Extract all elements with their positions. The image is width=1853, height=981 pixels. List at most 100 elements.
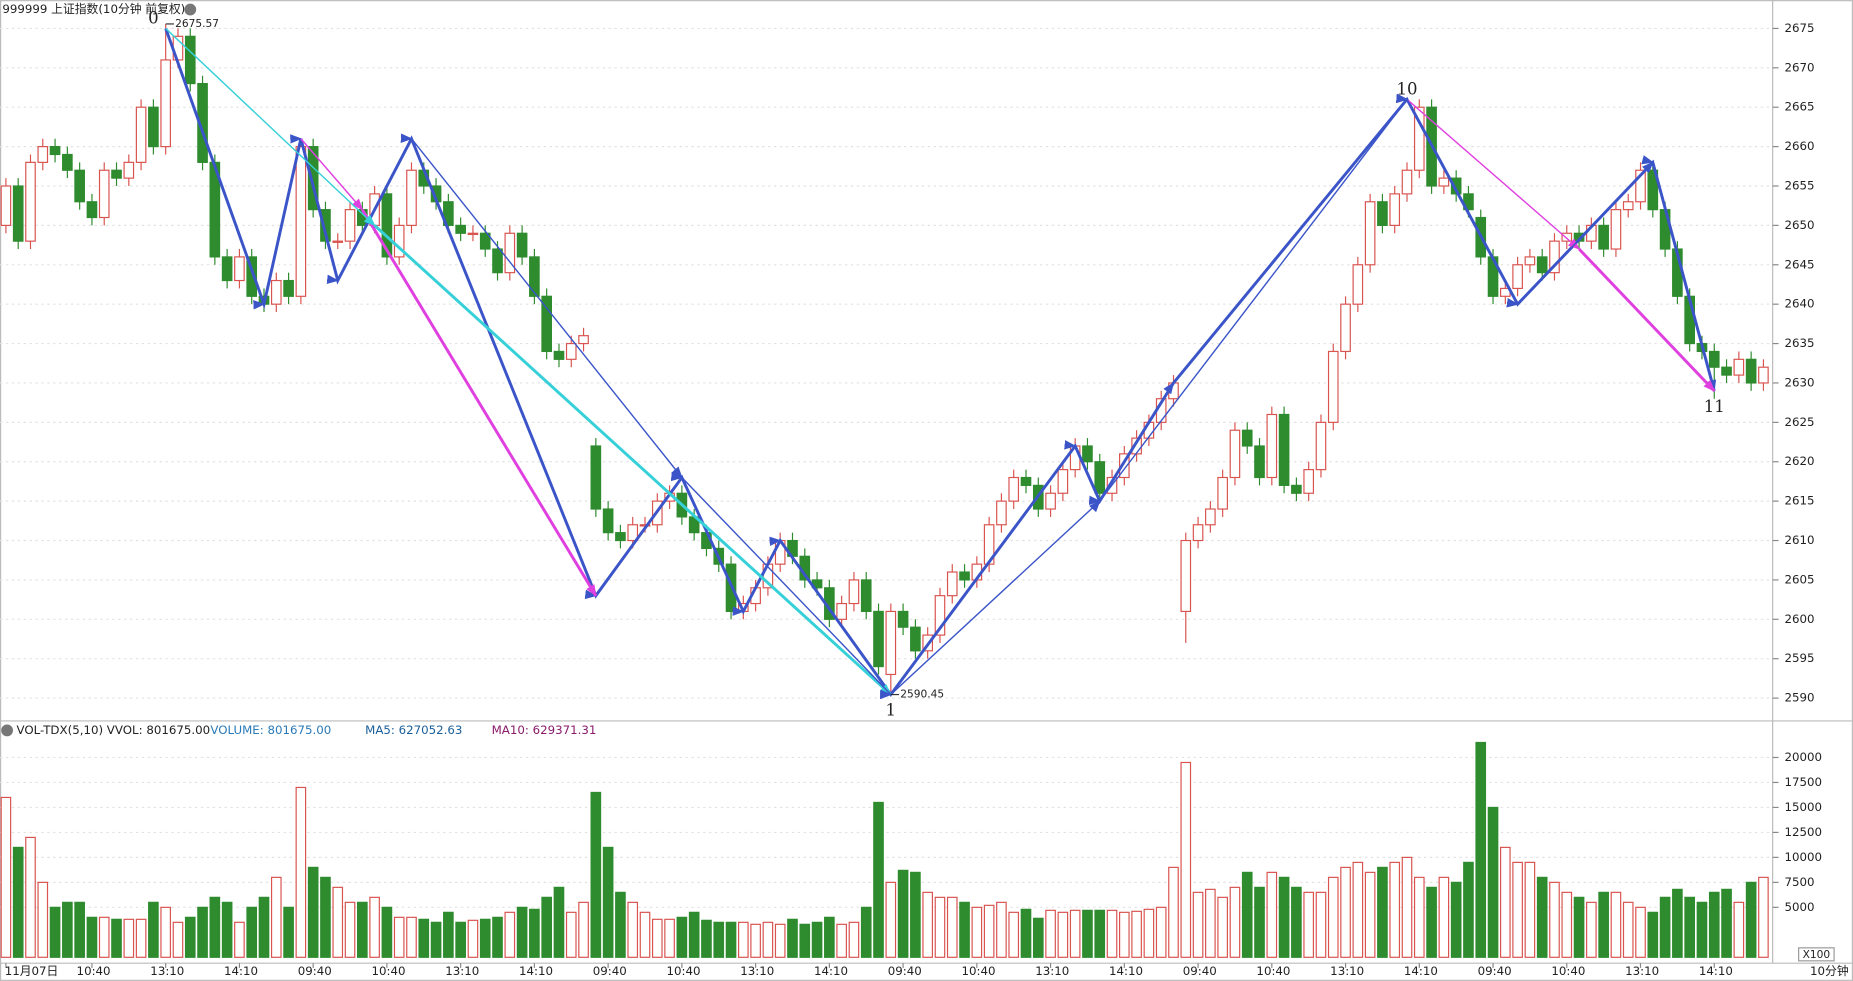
volume-bar <box>983 904 995 958</box>
y-tick-label: 2595 <box>1784 651 1814 665</box>
volume-bar <box>148 901 159 958</box>
volume-bar <box>1364 871 1376 958</box>
candle-body <box>25 161 36 242</box>
zigzag-line <box>410 93 1654 699</box>
volume-bar <box>234 921 245 958</box>
volume-bar <box>1413 876 1425 958</box>
volume-bar <box>1106 909 1118 958</box>
candle-body <box>295 146 307 297</box>
y-tick-label: 2590 <box>1784 691 1814 705</box>
vol-menu[interactable] <box>1 724 13 737</box>
volume-bar <box>111 918 122 958</box>
volume-bar <box>664 918 675 958</box>
candle-body <box>1758 366 1769 384</box>
y-tick-label: 2620 <box>1784 454 1814 468</box>
candle-body <box>344 209 356 242</box>
candle-body <box>1598 224 1609 250</box>
candle-body <box>1229 429 1241 479</box>
title-menu[interactable] <box>184 3 197 16</box>
candle-body <box>74 169 85 203</box>
volume-bar <box>1082 909 1093 958</box>
x-tick-label: 13:10 <box>445 964 479 978</box>
volume-bar <box>123 918 135 958</box>
candle-body <box>1536 256 1548 274</box>
y-tick-label: 2655 <box>1784 178 1814 192</box>
candle-body <box>1524 256 1536 266</box>
volume-bar <box>565 911 577 958</box>
x-tick-label: 09:40 <box>593 964 627 978</box>
volume-bar <box>307 866 319 958</box>
ma5-label: MA5: 627052.63 <box>365 723 462 737</box>
volume-bar <box>1266 871 1278 958</box>
pivot-label: 0 <box>148 8 159 27</box>
candle-body <box>406 169 417 226</box>
x-tick-label: 13:10 <box>1035 964 1069 978</box>
volume-bar <box>1500 846 1511 958</box>
candle-body <box>332 240 344 243</box>
volume-bar <box>98 916 110 958</box>
volume-bar <box>1573 896 1585 958</box>
volume-bar <box>209 896 221 958</box>
candle-body <box>1377 201 1388 226</box>
candle-body <box>283 279 294 297</box>
x-tick-label: 13:10 <box>1330 964 1364 978</box>
candle-body <box>1020 476 1032 486</box>
volume-bar <box>725 921 737 958</box>
volume-bar <box>602 846 614 958</box>
candle-body <box>996 500 1007 526</box>
candle-body <box>98 169 110 219</box>
period-label: 10分钟 <box>1810 964 1849 978</box>
candle-body <box>1266 413 1278 479</box>
volume-bar <box>1020 908 1032 958</box>
volume-bar <box>1475 741 1487 958</box>
volume-bar <box>1463 861 1474 958</box>
volume-bar <box>676 916 688 958</box>
y-tick-label: 2665 <box>1784 100 1814 114</box>
volume-bar <box>1512 861 1523 958</box>
volume-bar <box>246 906 258 958</box>
candle-body <box>234 256 245 282</box>
candle-body <box>959 571 970 581</box>
ma10-label: MA10: 629371.31 <box>492 723 597 737</box>
volume-bar <box>1721 888 1732 958</box>
volume-bar <box>1598 891 1609 958</box>
volume-bar <box>824 916 835 958</box>
candle-body <box>848 579 860 605</box>
candle-body <box>860 579 872 613</box>
pivot-label: 11 <box>1704 397 1725 416</box>
volume-bar <box>1684 896 1695 958</box>
y-tick-label: 2600 <box>1784 612 1814 626</box>
candle-body <box>516 232 528 258</box>
volume-bar <box>406 916 417 958</box>
volume-bar <box>1586 901 1597 958</box>
volume-bar <box>860 906 872 958</box>
candle-body <box>873 610 884 668</box>
volume-bar <box>799 923 811 958</box>
candle-body <box>946 571 958 597</box>
candle-body <box>184 35 196 85</box>
y-tick-label: 2675 <box>1784 21 1814 35</box>
candle-body <box>578 335 589 345</box>
volume-bar <box>479 918 491 958</box>
price-label: 2590.45 <box>900 688 944 701</box>
volume-bar <box>184 916 196 958</box>
volume-bar <box>701 919 712 958</box>
volume-bar <box>651 918 663 958</box>
volume-bar <box>553 886 565 958</box>
volume-bar <box>529 908 540 958</box>
volume-bar <box>1610 891 1622 958</box>
volume-bar <box>393 916 405 958</box>
volume-bar <box>1635 906 1646 958</box>
volume-bar <box>1450 881 1462 958</box>
volume-bar <box>1487 806 1499 958</box>
volume-bar <box>1549 881 1560 958</box>
x-tick-label: 10:40 <box>667 964 701 978</box>
y-tick-label: 2630 <box>1784 375 1814 389</box>
volume-bar <box>455 921 466 958</box>
candle-body <box>37 146 49 163</box>
x-tick-label: 13:10 <box>1625 964 1659 978</box>
y-tick-label: 7500 <box>1784 875 1814 889</box>
volume-bar <box>74 901 85 958</box>
candle-body <box>1057 469 1069 494</box>
y-tick-label: 20000 <box>1784 750 1822 764</box>
